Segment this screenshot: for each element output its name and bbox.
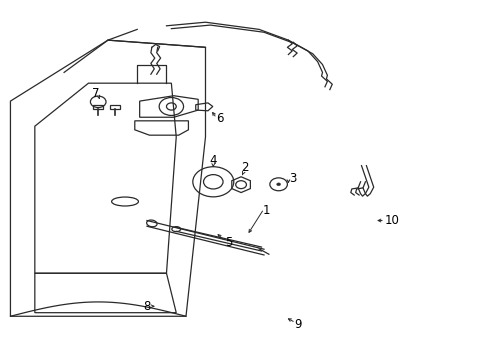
Text: 10: 10: [384, 214, 398, 227]
Text: 5: 5: [225, 236, 232, 249]
Text: 4: 4: [209, 154, 217, 167]
Text: 1: 1: [262, 204, 270, 217]
Text: 8: 8: [143, 300, 150, 313]
Text: 9: 9: [294, 318, 301, 331]
Text: 6: 6: [216, 112, 224, 125]
Text: 2: 2: [240, 161, 248, 174]
Text: 3: 3: [289, 172, 296, 185]
Circle shape: [276, 183, 280, 186]
Text: 7: 7: [92, 87, 100, 100]
